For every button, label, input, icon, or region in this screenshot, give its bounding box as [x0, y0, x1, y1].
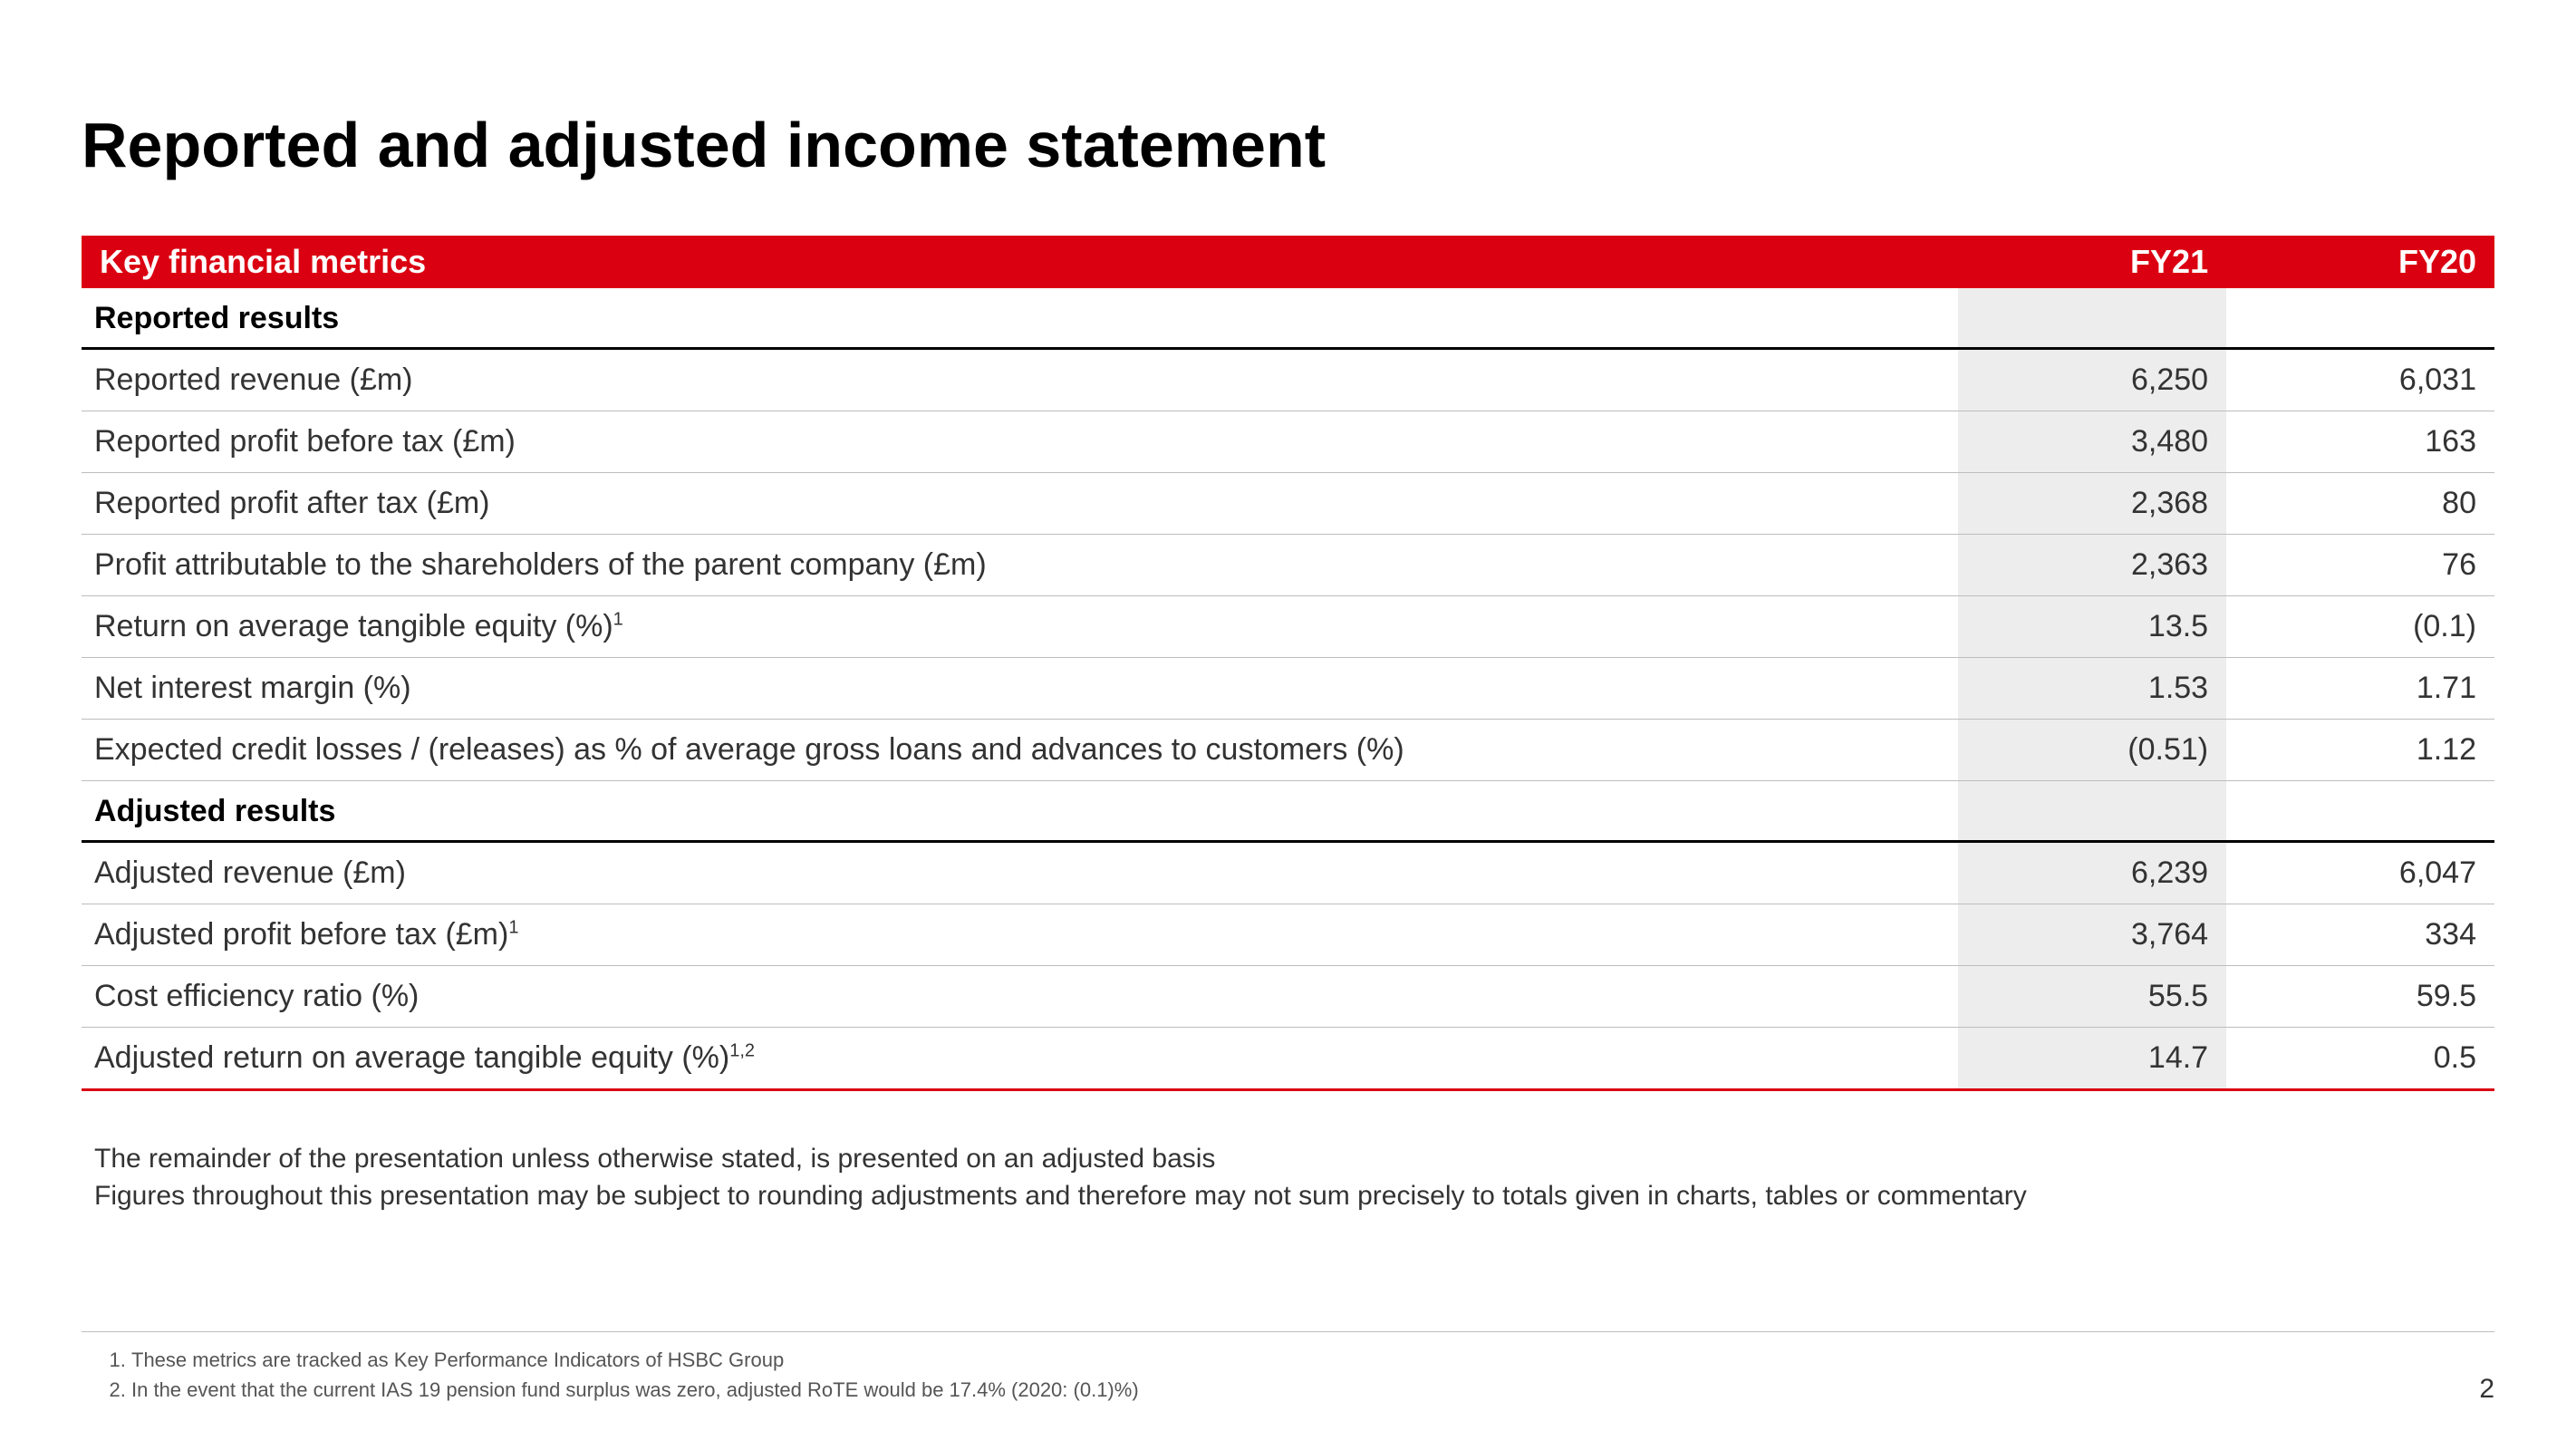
- value-fy20: 6,047: [2226, 842, 2494, 904]
- value-fy20: 6,031: [2226, 349, 2494, 411]
- value-fy20: 1.12: [2226, 720, 2494, 781]
- metric-label: Profit attributable to the shareholders …: [82, 535, 1958, 596]
- value-fy21: 6,239: [1958, 842, 2226, 904]
- presentation-notes: The remainder of the presentation unless…: [82, 1141, 2494, 1214]
- value-fy21: 55.5: [1958, 966, 2226, 1028]
- value-fy21: (0.51): [1958, 720, 2226, 781]
- footnote-2: In the event that the current IAS 19 pen…: [131, 1375, 2494, 1405]
- metric-label: Reported profit before tax (£m): [82, 411, 1958, 473]
- table-row: Cost efficiency ratio (%)55.559.5: [82, 966, 2494, 1028]
- header-fy21: FY21: [1958, 236, 2226, 288]
- value-fy21: 14.7: [1958, 1028, 2226, 1090]
- slide-title: Reported and adjusted income statement: [82, 109, 2494, 181]
- footnote-ref: 1,2: [729, 1041, 755, 1061]
- value-fy20: 59.5: [2226, 966, 2494, 1028]
- section-heading-row: Reported results: [82, 288, 2494, 349]
- section-heading-fy20-cell: [2226, 288, 2494, 349]
- section-heading-label: Reported results: [82, 288, 1958, 349]
- value-fy21: 6,250: [1958, 349, 2226, 411]
- header-key-metrics: Key financial metrics: [82, 236, 1958, 288]
- table-row: Profit attributable to the shareholders …: [82, 535, 2494, 596]
- header-fy20: FY20: [2226, 236, 2494, 288]
- footnote-ref: 1: [613, 610, 623, 630]
- page-number: 2: [2479, 1374, 2494, 1405]
- table-row: Return on average tangible equity (%)113…: [82, 596, 2494, 658]
- metric-label: Expected credit losses / (releases) as %…: [82, 720, 1958, 781]
- value-fy21: 2,368: [1958, 473, 2226, 535]
- footnote-ref: 1: [508, 918, 518, 938]
- metric-label: Adjusted return on average tangible equi…: [82, 1028, 1958, 1090]
- footnote-1: These metrics are tracked as Key Perform…: [131, 1345, 2494, 1375]
- metric-label: Return on average tangible equity (%)1: [82, 596, 1958, 658]
- table-row: Expected credit losses / (releases) as %…: [82, 720, 2494, 781]
- value-fy21: 3,480: [1958, 411, 2226, 473]
- table-row: Adjusted return on average tangible equi…: [82, 1028, 2494, 1090]
- table-row: Reported profit after tax (£m)2,36880: [82, 473, 2494, 535]
- value-fy21: 2,363: [1958, 535, 2226, 596]
- value-fy20: 76: [2226, 535, 2494, 596]
- metric-label: Adjusted revenue (£m): [82, 842, 1958, 904]
- table-row: Reported revenue (£m)6,2506,031: [82, 349, 2494, 411]
- table-row: Net interest margin (%)1.531.71: [82, 658, 2494, 720]
- metric-label: Reported revenue (£m): [82, 349, 1958, 411]
- slide-container: Reported and adjusted income statement K…: [0, 0, 2576, 1450]
- value-fy21: 3,764: [1958, 904, 2226, 966]
- value-fy20: 163: [2226, 411, 2494, 473]
- value-fy20: 334: [2226, 904, 2494, 966]
- table-row: Reported profit before tax (£m)3,480163: [82, 411, 2494, 473]
- value-fy21: 13.5: [1958, 596, 2226, 658]
- table-header-row: Key financial metrics FY21 FY20: [82, 236, 2494, 288]
- section-heading-row: Adjusted results: [82, 781, 2494, 842]
- note-line-1: The remainder of the presentation unless…: [94, 1141, 2494, 1178]
- table-row: Adjusted revenue (£m)6,2396,047: [82, 842, 2494, 904]
- section-heading-fy21-cell: [1958, 288, 2226, 349]
- section-heading-fy20-cell: [2226, 781, 2494, 842]
- value-fy20: 80: [2226, 473, 2494, 535]
- footnotes-block: These metrics are tracked as Key Perform…: [82, 1331, 2494, 1405]
- metric-label: Net interest margin (%): [82, 658, 1958, 720]
- value-fy21: 1.53: [1958, 658, 2226, 720]
- value-fy20: 0.5: [2226, 1028, 2494, 1090]
- metric-label: Cost efficiency ratio (%): [82, 966, 1958, 1028]
- value-fy20: 1.71: [2226, 658, 2494, 720]
- value-fy20: (0.1): [2226, 596, 2494, 658]
- financial-metrics-table: Key financial metrics FY21 FY20 Reported…: [82, 236, 2494, 1091]
- section-heading-label: Adjusted results: [82, 781, 1958, 842]
- table-row: Adjusted profit before tax (£m)13,764334: [82, 904, 2494, 966]
- metric-label: Adjusted profit before tax (£m)1: [82, 904, 1958, 966]
- section-heading-fy21-cell: [1958, 781, 2226, 842]
- metric-label: Reported profit after tax (£m): [82, 473, 1958, 535]
- note-line-2: Figures throughout this presentation may…: [94, 1178, 2494, 1215]
